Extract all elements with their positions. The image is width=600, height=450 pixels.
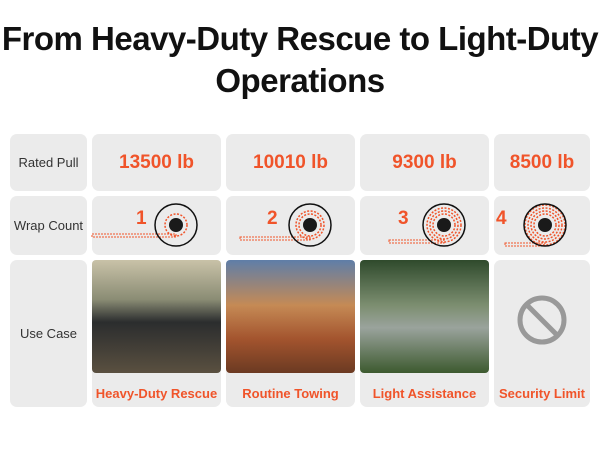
use-case-photo xyxy=(360,260,489,373)
use-case-label: Heavy-Duty Rescue xyxy=(95,386,218,401)
row-label-wrap-count: Wrap Count xyxy=(10,196,87,255)
rated-pull-value: 9300 lb xyxy=(360,134,489,191)
use-case-cell: Routine Towing xyxy=(226,260,355,407)
use-case-photo xyxy=(226,260,355,373)
page-title: From Heavy-Duty Rescue to Light-Duty Ope… xyxy=(1,20,599,99)
wrap-count-cell xyxy=(494,196,590,255)
rated-pull-value: 10010 lb xyxy=(226,134,355,191)
use-case-label: Light Assistance xyxy=(372,386,477,401)
rated-pull-value: 8500 lb xyxy=(494,134,590,191)
row-label-rated-pull: Rated Pull xyxy=(10,134,87,191)
use-case-label: Security Limit xyxy=(499,386,585,401)
use-case-cell: Security Limit xyxy=(494,260,590,407)
prohibited-icon xyxy=(517,295,567,345)
rated-pull-value: 13500 lb xyxy=(92,134,221,191)
use-case-label: Routine Towing xyxy=(242,386,339,401)
wrap-count-cell xyxy=(226,196,355,255)
wrap-count-number: 1 xyxy=(136,208,147,229)
wrap-count-number: 3 xyxy=(398,208,409,229)
use-case-photo xyxy=(92,260,221,373)
wrap-count-number: 2 xyxy=(267,208,278,229)
row-label-use-case: Use Case xyxy=(10,260,87,407)
wrap-count-number: 4 xyxy=(496,208,507,229)
wrap-count-cell xyxy=(360,196,489,255)
use-case-cell: Heavy-Duty Rescue xyxy=(92,260,221,407)
use-case-cell: Light Assistance xyxy=(360,260,489,407)
wrap-count-cell xyxy=(92,196,221,255)
